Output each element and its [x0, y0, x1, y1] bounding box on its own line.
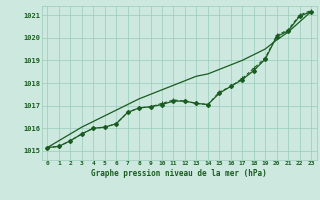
X-axis label: Graphe pression niveau de la mer (hPa): Graphe pression niveau de la mer (hPa)	[91, 169, 267, 178]
